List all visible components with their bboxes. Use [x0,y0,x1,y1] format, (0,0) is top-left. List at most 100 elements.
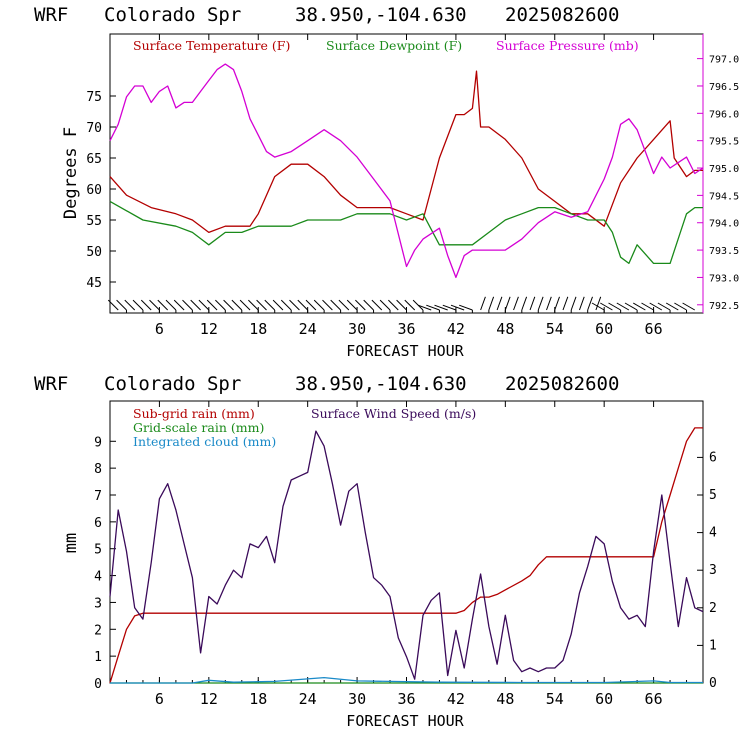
wind-barb [248,299,259,311]
y2-tick-label: 795.0 [709,164,739,175]
series-line-sub-grid-rain-mm [109,427,703,684]
y2-tick-label: 795.5 [709,137,739,148]
y-tick-label: 6 [94,516,102,531]
wind-barb [641,302,654,311]
y-tick-label: 50 [86,245,102,260]
wind-barb [480,296,486,311]
wind-barb [649,302,663,311]
x-tick-label: 30 [348,690,366,708]
wind-barb [379,299,391,311]
y2-tick-label: 793.0 [709,273,739,284]
wind-barb [608,302,621,311]
wind-barb [459,304,473,311]
x-tick-label: 54 [546,690,564,708]
wind-barb [107,299,119,311]
wind-barb [600,302,613,311]
wind-barb [140,299,152,311]
y2-tick-label: 5 [709,488,717,503]
y-tick-label: 2 [94,623,102,638]
series-line-integrated-cloud-mm [110,676,703,684]
wind-barb [504,296,511,311]
wind-barb [132,299,144,311]
legend-surface-temperature: Surface Temperature (F) [133,38,290,53]
wind-barb [521,296,528,311]
wind-barb [657,302,671,311]
wind-barb [682,302,696,311]
wind-barb [149,299,160,311]
bottom-header: WRF Colorado Spr 38.950,-104.630 2025082… [34,373,619,395]
wind-barb [562,296,569,311]
wind-barb [198,299,210,311]
wind-barb [570,296,577,311]
wind-barb [616,302,630,311]
wind-barb [272,299,284,311]
top-y2-tick-labels: 792.5 793.0 793.5 794.0 794.5 795.0 795.5 796.0… [697,55,739,312]
top-header-station: Colorado Spr [104,4,241,26]
wind-barb [305,299,317,311]
wind-barb [513,296,519,311]
wind-barb [289,299,300,311]
wind-barb [165,299,177,311]
legend-sub-grid-rain: Sub-grid rain (mm) [133,406,255,421]
y2-tick-label: 6 [709,450,717,465]
x-tick-label: 12 [200,320,218,338]
series-line-surface-wind-speed-m-s [109,430,704,680]
wind-barb [256,299,267,311]
legend-surface-pressure: Surface Pressure (mb) [496,38,639,53]
x-tick-label: 6 [155,690,164,708]
y-tick-label: 60 [86,183,102,198]
y-tick-label: 70 [86,121,102,136]
y2-tick-label: 3 [709,563,717,578]
bottom-header-station: Colorado Spr [104,373,241,395]
x-tick-label: 36 [397,690,415,708]
wind-barb [124,299,136,311]
wind-barb [632,302,646,311]
top-legend: Surface Temperature (F) Surface Dewpoint… [133,38,639,53]
legend-grid-scale-rain: Grid-scale rain (mm) [133,420,264,435]
y2-tick-label: 796.0 [709,109,739,120]
x-tick-label: 48 [496,320,514,338]
y-tick-label: 7 [94,489,102,504]
wind-barb [264,299,276,311]
y2-tick-label: 796.5 [709,82,739,93]
y2-tick-label: 793.5 [709,246,739,257]
legend-surface-dewpoint: Surface Dewpoint (F) [326,38,462,53]
x-tick-label: 12 [200,690,218,708]
top-x-tick-labels: 6 12 18 24 30 36 42 48 54 60 66 [125,34,688,338]
x-tick-label: 54 [546,320,564,338]
bottom-y2-tick-labels: 0 1 2 3 4 5 6 [697,450,717,691]
wind-barb [587,296,593,311]
wind-barb [363,299,374,311]
wind-barb [190,299,201,311]
x-tick-label: 18 [249,320,267,338]
wind-barb [297,299,309,311]
y2-tick-label: 794.0 [709,219,739,230]
y-tick-label: 45 [86,276,102,291]
wind-barb [488,296,495,311]
bottom-chart: WRF Colorado Spr 38.950,-104.630 2025082… [34,373,717,730]
wind-barb [239,299,251,311]
x-tick-label: 66 [645,320,663,338]
x-tick-label: 48 [496,690,514,708]
top-header: WRF Colorado Spr 38.950,-104.630 2025082… [34,4,619,26]
top-header-model: WRF [34,4,68,26]
wind-barb [554,296,560,311]
bottom-y-tick-labels: 0 1 2 3 4 5 6 7 8 9 [94,435,116,692]
wind-barb [537,296,544,311]
wind-barb [426,304,440,311]
bottom-series-lines [109,427,704,684]
series-line-surface-dewpoint-f [109,200,703,265]
wind-barb [674,302,687,311]
wind-barb [330,299,341,311]
wind-barb [223,299,234,311]
top-plot-frame [109,33,704,314]
y-tick-label: 9 [94,435,102,450]
wind-barb [322,299,333,311]
x-tick-label: 42 [447,690,465,708]
series-line-surface-temperature-f [109,70,703,234]
x-tick-label: 66 [645,690,663,708]
top-x-axis-label: FORECAST HOUR [346,342,464,360]
wind-barb [578,296,585,311]
wind-barb [157,299,169,311]
